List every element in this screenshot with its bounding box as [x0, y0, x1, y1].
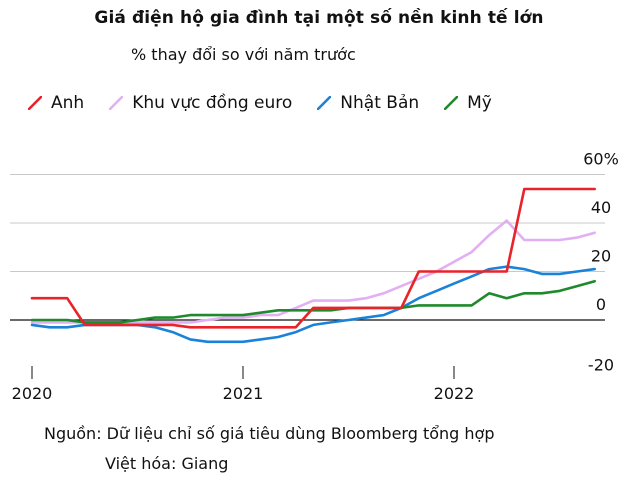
y-tick-label: 0	[596, 295, 606, 314]
chart-title: Giá điện hộ gia đình tại một số nền kinh…	[94, 8, 544, 28]
legend-item: Nhật Bản	[317, 93, 419, 113]
source-note: Nguồn: Dữ liệu chỉ số giá tiêu dùng Bloo…	[44, 424, 495, 443]
legend-item: Khu vực đồng euro	[109, 93, 292, 113]
legend-label: Anh	[51, 93, 85, 113]
x-tick-label: 2022	[434, 384, 475, 403]
chart-subtitle: % thay đổi so với năm trước	[131, 45, 356, 64]
y-tick-label: 40	[591, 198, 611, 217]
legend-label: Nhật Bản	[340, 93, 420, 113]
legend-label: Khu vực đồng euro	[132, 93, 293, 113]
legend-swatch	[109, 96, 124, 110]
legend-swatch	[444, 96, 459, 110]
legend-item: Mỹ	[444, 93, 492, 113]
legend-swatch	[317, 96, 332, 110]
series-line-3	[30, 279, 597, 324]
y-tick-label: 60%	[583, 150, 619, 169]
y-tick-label: 20	[591, 247, 611, 266]
chart-legend: Anh Khu vực đồng euro Nhật Bản Mỹ	[28, 90, 517, 116]
credit-note: Việt hóa: Giang	[105, 454, 229, 473]
legend-label: Mỹ	[467, 93, 492, 113]
y-tick-label: -20	[588, 356, 614, 375]
series-line-2	[30, 265, 597, 344]
line-chart: 60% 40 20 0 -20 2020 2021 2022	[10, 150, 619, 403]
series-line-0	[30, 187, 597, 329]
x-tick-label: 2021	[223, 384, 264, 403]
legend-swatch	[28, 96, 42, 110]
legend-item: Anh	[28, 93, 84, 113]
x-tick-label: 2020	[12, 384, 53, 403]
